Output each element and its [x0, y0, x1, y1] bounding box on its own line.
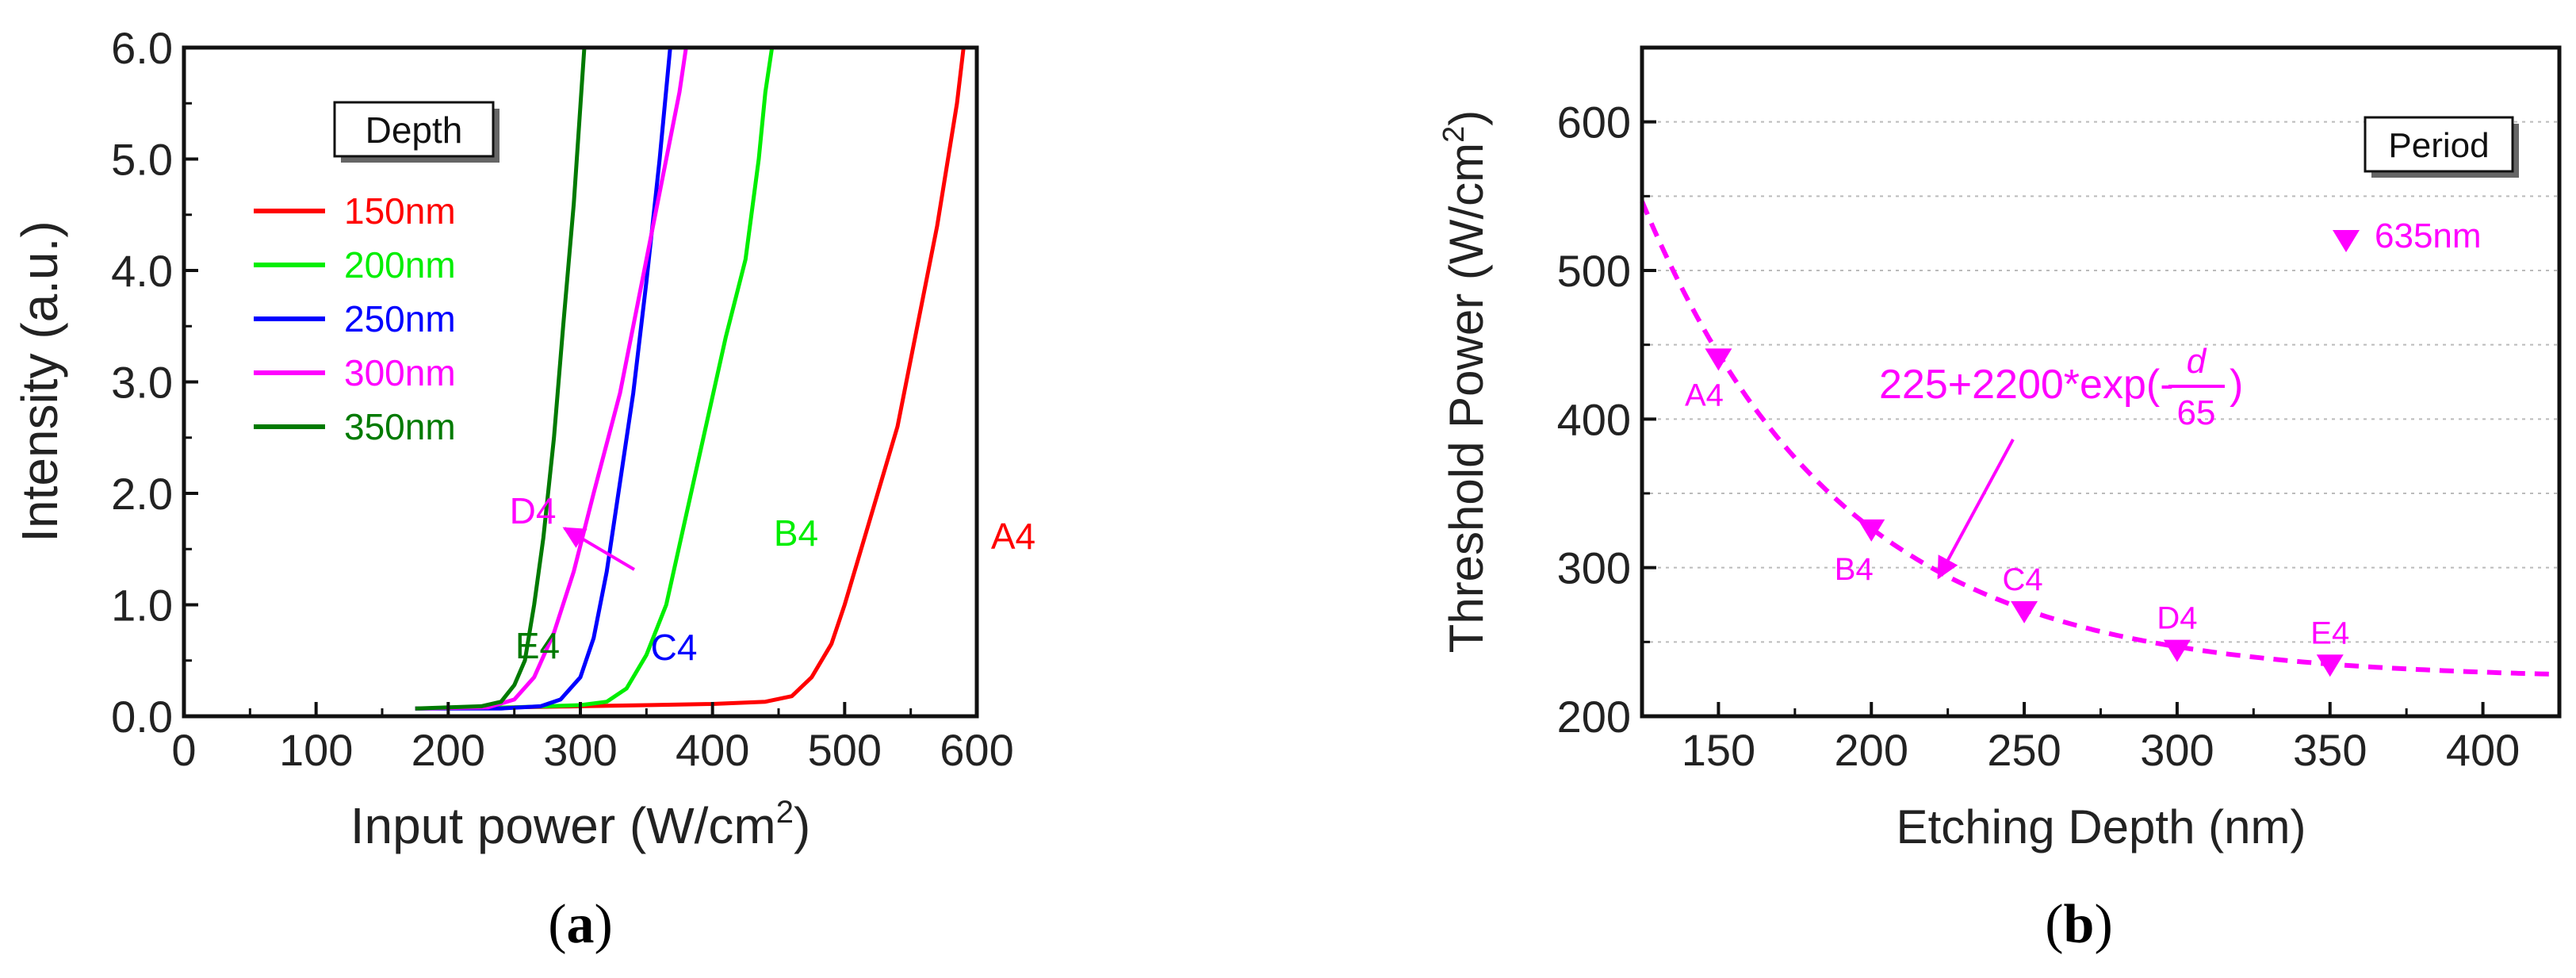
curve-label-d4: D4: [510, 490, 557, 531]
panel-a-ticks: 0 100 200 300 400 500 600 0.0 1.0 2.0 3.0 4.0 5.0 6.0: [111, 23, 1014, 775]
y-tick-label: 300: [1557, 543, 1631, 593]
x-tick-label: 500: [808, 725, 882, 775]
series-line-250nm: [415, 47, 672, 711]
curve-label-b4: B4: [774, 512, 818, 554]
x-tick-label: 150: [1682, 725, 1755, 775]
x-tick-label: 300: [2140, 725, 2214, 775]
panel-a-caption: (a): [548, 894, 613, 955]
fit-formula-arrow: [1937, 439, 2015, 580]
y-tick-label: 2.0: [111, 469, 173, 519]
y-tick-label: 5.0: [111, 135, 173, 185]
y-tick-label: 1.0: [111, 581, 173, 631]
x-tick-label: 400: [676, 725, 749, 775]
x-tick-label: 200: [411, 725, 485, 775]
data-point-A4: [1705, 348, 1732, 371]
x-tick-label: 100: [279, 725, 353, 775]
panel-a-frame: [182, 45, 979, 719]
fit-formula-denominator: 65: [2177, 393, 2216, 432]
x-tick-label: 250: [1987, 725, 2061, 775]
panel-a: 0 100 200 300 400 500 600 0.0 1.0 2.0 3.0 4.0 5.0 6.0…: [11, 23, 1035, 854]
fit-formula-text: 225+2200*exp(-: [1879, 362, 2174, 408]
point-label-B4: B4: [1835, 552, 1874, 587]
legend-title-box: [333, 101, 495, 158]
x-tick-label: 600: [940, 725, 1013, 775]
x-tick-label: 300: [543, 725, 617, 775]
legend-entry-150nm: 150nm: [344, 190, 456, 232]
panel-b-xlabel: Etching Depth (nm): [1897, 800, 2306, 853]
curve-label-d4-arrow: [562, 527, 636, 571]
y-tick-label: 200: [1557, 692, 1631, 742]
panel-a-ylabel: Intensity (a.u.): [11, 221, 68, 543]
y-tick-label: 600: [1557, 98, 1631, 148]
curve-label-c4: C4: [651, 627, 698, 668]
y-tick-label: 4.0: [111, 246, 173, 296]
legend-entry-200nm: 200nm: [344, 244, 456, 286]
x-tick-label: 400: [2446, 725, 2520, 775]
fit-formula: 225+2200*exp(- d 65 ): [1879, 342, 2243, 580]
legend-title: Depth: [366, 109, 463, 151]
legend-title-b: Period: [2388, 126, 2489, 165]
legend-entry-300nm: 300nm: [344, 352, 456, 393]
series-line-350nm: [415, 47, 587, 711]
fit-curve: [1640, 200, 2560, 677]
x-tick-label: 350: [2293, 725, 2367, 775]
curve-label-e4: E4: [515, 625, 560, 666]
y-tick-label: 6.0: [111, 23, 173, 73]
point-label-C4: C4: [2003, 562, 2043, 597]
data-point-D4: [2163, 639, 2191, 662]
legend-entry-350nm: 350nm: [344, 406, 456, 447]
series-line-150nm: [415, 47, 966, 711]
legend-marker-b: [2333, 230, 2360, 252]
panel-b-caption: (b): [2045, 894, 2113, 955]
panel-b-points: A4 B4 C4 D4 E4: [1685, 348, 2349, 677]
panel-a-series: [415, 47, 966, 711]
point-label-D4: D4: [2157, 601, 2197, 636]
series-line-200nm: [415, 47, 775, 711]
panel-b-legend: Period 635nm: [2333, 116, 2519, 255]
panel-b-ylabel: Threshold Power (W/cm2): [1437, 110, 1493, 654]
panel-a-legend: Depth 150nm 200nm 250nm 300nm 350nm: [254, 101, 500, 447]
point-label-A4: A4: [1685, 378, 1724, 412]
point-label-E4: E4: [2310, 616, 2349, 650]
fit-formula-closing: ): [2230, 362, 2243, 408]
fit-formula-numerator: d: [2187, 342, 2207, 381]
y-tick-label: 3.0: [111, 358, 173, 408]
legend-entry-250nm: 250nm: [344, 298, 456, 339]
curve-label-a4: A4: [991, 516, 1035, 557]
y-tick-label: 400: [1557, 394, 1631, 444]
panel-a-xlabel: Input power (W/cm2): [350, 795, 811, 854]
legend-title-box-b: [2364, 116, 2514, 173]
data-point-E4: [2316, 654, 2344, 677]
x-tick-label: 0: [171, 725, 196, 775]
data-point-C4: [2011, 600, 2038, 623]
y-tick-label: 0.0: [111, 692, 173, 742]
panel-b-ticks: 150 200 250 300 350 400 200 300 400 500 600: [1557, 98, 2520, 775]
panel-b: A4 B4 C4 D4 E4 150 200 250 300 350 400 200 300 400 50…: [1437, 45, 2562, 853]
y-tick-label: 500: [1557, 246, 1631, 296]
panel-a-legend-entries: 150nm 200nm 250nm 300nm 350nm: [254, 190, 456, 447]
x-tick-label: 200: [1835, 725, 1908, 775]
legend-entry-b: 635nm: [2375, 217, 2482, 255]
data-point-B4: [1858, 519, 1885, 542]
